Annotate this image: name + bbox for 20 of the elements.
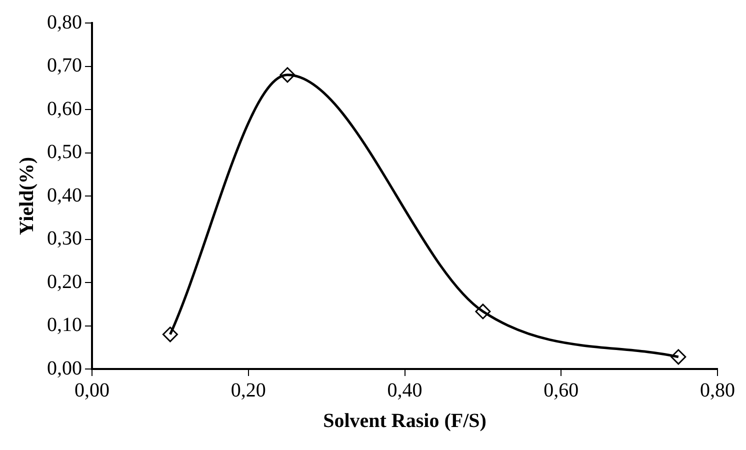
x-tick-label: 0,40	[387, 379, 422, 402]
point	[670, 349, 686, 365]
y-tick-label: 0,60	[47, 98, 82, 120]
y-tick-label: 0,30	[47, 228, 82, 250]
y-axis-title: Yield(%)	[16, 156, 38, 236]
point	[162, 326, 178, 342]
x-tick-label: 0,20	[230, 379, 266, 402]
y-tick-label: 0,00	[47, 357, 82, 380]
y-tick-label: 0,50	[47, 141, 82, 163]
y-tick-label: 0,20	[47, 270, 82, 293]
x-tick-label: 0,00	[74, 379, 110, 402]
x-tick-label: 0,60	[544, 379, 579, 402]
y-tick-label: 0,70	[47, 54, 82, 76]
y-tick-label: 0,80	[47, 11, 82, 34]
x-tick-label: 0,80	[700, 379, 735, 402]
y-tick-label: 0,10	[47, 314, 82, 336]
point	[475, 304, 491, 320]
y-tick-label: 0,40	[47, 184, 82, 206]
x-axis-title: Solvent Rasio (F/S)	[323, 410, 486, 432]
point	[280, 67, 296, 83]
